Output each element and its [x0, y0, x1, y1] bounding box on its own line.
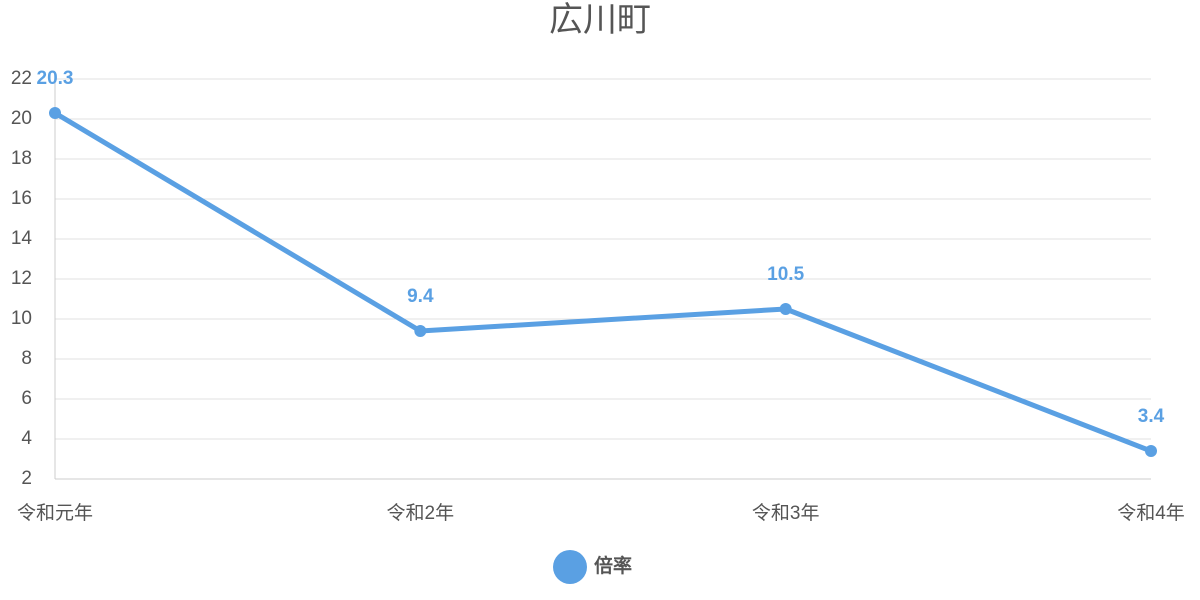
data-label: 20.3 — [37, 68, 74, 89]
y-tick-label: 20 — [11, 108, 32, 129]
data-label: 3.4 — [1138, 406, 1165, 427]
y-tick-label: 10 — [11, 308, 32, 329]
x-tick-label: 令和2年 — [387, 502, 455, 524]
y-tick-label: 16 — [11, 188, 32, 209]
y-tick-label: 12 — [11, 268, 32, 289]
data-label: 10.5 — [767, 264, 804, 285]
legend-marker — [553, 550, 587, 584]
data-point — [779, 303, 792, 315]
y-tick-label: 4 — [21, 428, 32, 449]
y-tick-label: 14 — [11, 228, 33, 249]
data-point — [414, 325, 427, 337]
chart-title: 広川町 — [549, 1, 651, 39]
data-line — [53, 110, 1152, 454]
data-label: 9.4 — [407, 286, 434, 307]
legend-label: 倍率 — [594, 554, 632, 577]
y-tick-label: 22 — [11, 68, 32, 89]
x-tick-label: 令和3年 — [752, 502, 820, 524]
y-tick-label: 6 — [21, 388, 32, 409]
x-tick-label: 令和4年 — [1117, 502, 1185, 524]
y-tick-label: 2 — [21, 468, 32, 489]
data-point — [1145, 445, 1157, 457]
data-point — [49, 107, 61, 119]
y-tick-label: 8 — [21, 348, 32, 369]
x-tick-label: 令和元年 — [17, 502, 93, 524]
y-tick-label: 18 — [11, 148, 32, 169]
